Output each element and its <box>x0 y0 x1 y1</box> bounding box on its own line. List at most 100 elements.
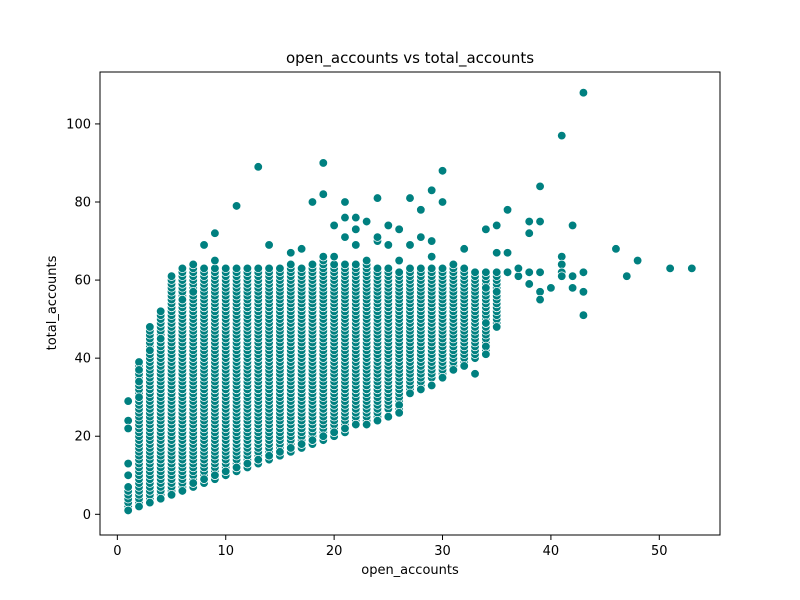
scatter-point <box>524 279 534 289</box>
scatter-point <box>231 263 242 274</box>
scatter-point <box>123 423 133 434</box>
plot-frame <box>99 71 721 536</box>
scatter-point <box>394 255 404 266</box>
scatter-point <box>557 251 567 262</box>
scatter-point <box>253 162 263 172</box>
scatter-point <box>329 220 339 231</box>
scatter-point <box>210 470 220 480</box>
scatter-point <box>340 423 350 434</box>
scatter-point <box>145 322 155 332</box>
scatter-point <box>156 333 166 344</box>
scatter-point <box>307 259 318 270</box>
scatter-point <box>286 259 296 270</box>
scatter-point <box>427 251 437 262</box>
scatter-point <box>567 220 578 231</box>
scatter-point <box>383 412 393 422</box>
scatter-point <box>177 263 188 274</box>
scatter-point <box>242 263 253 274</box>
scatter-point <box>611 244 621 254</box>
scatter-point <box>210 228 220 238</box>
scatter-point <box>567 271 578 281</box>
scatter-point <box>578 267 589 277</box>
scatter-point <box>459 361 469 371</box>
scatter-point <box>242 458 253 469</box>
scatter-point <box>351 212 361 223</box>
scatter-point <box>372 232 383 242</box>
y-tick-label: 80 <box>74 195 91 210</box>
scatter-point <box>318 251 328 262</box>
scatter-point <box>481 349 491 359</box>
scatter-point <box>177 294 188 305</box>
scatter-point <box>383 263 393 274</box>
scatter-point <box>210 255 220 266</box>
scatter-point <box>578 88 589 98</box>
scatter-point <box>253 454 263 465</box>
scatter-point <box>286 248 296 258</box>
scatter-point <box>361 255 372 266</box>
scatter-point <box>188 287 198 297</box>
x-axis-label: open_accounts <box>361 563 459 578</box>
scatter-point <box>546 283 556 293</box>
scatter-point <box>481 341 491 352</box>
x-tick-label: 20 <box>326 544 343 559</box>
scatter-point <box>123 458 133 469</box>
scatter-point <box>361 419 372 430</box>
scatter-point <box>275 447 285 457</box>
scatter-point <box>296 439 307 449</box>
scatter-point <box>459 244 469 254</box>
scatter-point <box>394 267 404 277</box>
scatter-point <box>481 267 491 277</box>
y-tick-label: 0 <box>83 508 91 523</box>
scatter-point <box>123 482 133 492</box>
scatter-point <box>492 287 502 297</box>
scatter-point <box>264 263 274 274</box>
scatter-point <box>470 369 480 379</box>
x-tick-label: 40 <box>543 544 560 559</box>
scatter-point <box>134 501 144 512</box>
scatter-point <box>264 240 274 250</box>
x-tick-label: 0 <box>113 544 121 559</box>
scatter-point <box>567 283 578 293</box>
scatter-point <box>166 490 177 500</box>
scatter-point <box>329 259 339 270</box>
scatter-point <box>188 478 198 488</box>
scatter-point <box>372 193 383 203</box>
scatter-point <box>221 263 231 274</box>
scatter-point <box>134 357 144 367</box>
scatter-point <box>145 497 155 508</box>
scatter-point <box>210 263 220 274</box>
scatter-point <box>318 431 328 441</box>
scatter-point <box>231 201 242 211</box>
scatter-point <box>405 193 415 203</box>
scatter-point <box>427 185 437 195</box>
x-tick-label: 10 <box>217 544 234 559</box>
scatter-point <box>123 396 133 406</box>
scatter-point <box>416 232 426 242</box>
scatter-point <box>199 263 209 274</box>
scatter-point <box>492 267 502 277</box>
scatter-point <box>535 216 545 227</box>
scatter-point <box>134 365 144 375</box>
scatter-point <box>340 212 350 223</box>
y-tick-label: 20 <box>74 430 91 445</box>
points-layer <box>123 88 697 516</box>
scatter-point <box>383 240 393 250</box>
scatter-point <box>329 251 339 262</box>
scatter-point <box>318 158 328 168</box>
scatter-point <box>557 271 567 281</box>
scatter-point <box>416 384 426 395</box>
scatter-point <box>632 255 643 266</box>
scatter-point <box>394 400 404 410</box>
scatter-point <box>448 365 459 375</box>
y-tick-label: 60 <box>74 274 91 289</box>
scatter-point <box>405 388 415 398</box>
scatter-point <box>502 248 513 258</box>
scatter-point <box>578 310 589 320</box>
scatter-point <box>513 263 524 274</box>
scatter-point <box>492 220 502 231</box>
scatter-point <box>156 494 166 504</box>
scatter-point <box>394 408 404 418</box>
y-axis-ticks: 0 20 40 60 80 100 <box>66 117 100 523</box>
scatter-point <box>481 283 491 293</box>
scatter-point <box>427 236 437 246</box>
